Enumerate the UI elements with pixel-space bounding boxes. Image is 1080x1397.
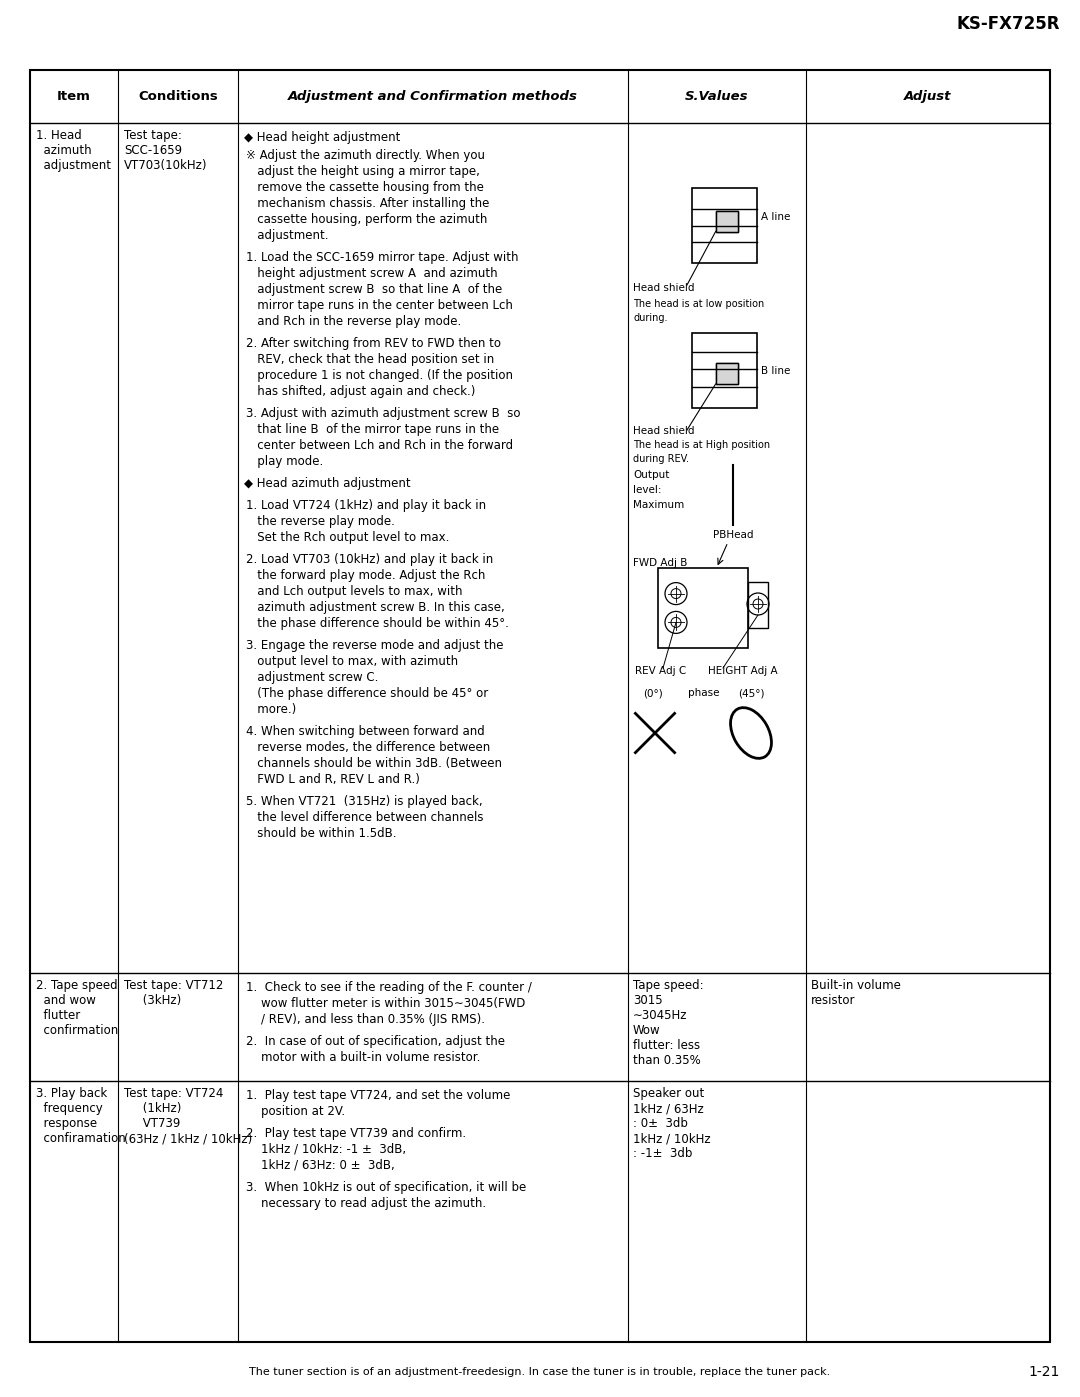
Text: B line: B line xyxy=(761,366,791,376)
Text: Test tape: VT724
     (1kHz)
     VT739
(63Hz / 1kHz / 10kHz): Test tape: VT724 (1kHz) VT739 (63Hz / 1k… xyxy=(124,1087,253,1146)
Text: Adjustment and Confirmation methods: Adjustment and Confirmation methods xyxy=(288,89,578,103)
Text: / REV), and less than 0.35% (JIS RMS).: / REV), and less than 0.35% (JIS RMS). xyxy=(246,1013,485,1025)
Text: 2. After switching from REV to FWD then to: 2. After switching from REV to FWD then … xyxy=(246,337,501,351)
Text: more.): more.) xyxy=(246,703,296,717)
Text: 2. Tape speed
  and wow
  flutter
  confirmation: 2. Tape speed and wow flutter confirmati… xyxy=(36,979,118,1037)
Text: 2.  In case of out of specification, adjust the: 2. In case of out of specification, adju… xyxy=(246,1035,505,1048)
Text: 1. Load the SCC-1659 mirror tape. Adjust with: 1. Load the SCC-1659 mirror tape. Adjust… xyxy=(246,251,518,264)
Text: Adjust: Adjust xyxy=(904,89,951,103)
Text: adjustment screw B  so that line A  of the: adjustment screw B so that line A of the xyxy=(246,284,502,296)
Text: Conditions: Conditions xyxy=(138,89,218,103)
Text: level:: level: xyxy=(633,485,661,495)
Text: position at 2V.: position at 2V. xyxy=(246,1105,346,1118)
Text: phase: phase xyxy=(688,687,719,698)
Text: 1-21: 1-21 xyxy=(1028,1365,1059,1379)
Text: adjustment.: adjustment. xyxy=(246,229,328,242)
Text: motor with a built-in volume resistor.: motor with a built-in volume resistor. xyxy=(246,1051,481,1065)
Text: adjust the height using a mirror tape,: adjust the height using a mirror tape, xyxy=(246,165,480,177)
Text: during.: during. xyxy=(633,313,667,323)
Text: the reverse play mode.: the reverse play mode. xyxy=(246,515,395,528)
Text: REV, check that the head position set in: REV, check that the head position set in xyxy=(246,353,495,366)
Text: ◆ Head azimuth adjustment: ◆ Head azimuth adjustment xyxy=(244,476,410,490)
Polygon shape xyxy=(716,363,739,384)
Text: 3. Engage the reverse mode and adjust the: 3. Engage the reverse mode and adjust th… xyxy=(246,638,503,652)
Text: Head shield: Head shield xyxy=(633,426,694,436)
Text: 3. Play back
  frequency
  response
  confiramation: 3. Play back frequency response confiram… xyxy=(36,1087,125,1146)
Text: Item: Item xyxy=(57,89,91,103)
Text: Test tape:
SCC-1659
VT703(10kHz): Test tape: SCC-1659 VT703(10kHz) xyxy=(124,129,207,172)
Text: S.Values: S.Values xyxy=(685,89,748,103)
Text: 1kHz / 10kHz: -1 ±  3dB,: 1kHz / 10kHz: -1 ± 3dB, xyxy=(246,1143,406,1155)
Text: FWD Adj B: FWD Adj B xyxy=(633,557,687,569)
Text: ◆ Head height adjustment: ◆ Head height adjustment xyxy=(244,131,401,144)
Text: 3.  When 10kHz is out of specification, it will be: 3. When 10kHz is out of specification, i… xyxy=(246,1180,526,1194)
Text: Output: Output xyxy=(633,469,670,481)
Text: 1kHz / 63Hz: 0 ±  3dB,: 1kHz / 63Hz: 0 ± 3dB, xyxy=(246,1160,395,1172)
Text: 2. Load VT703 (10kHz) and play it back in: 2. Load VT703 (10kHz) and play it back i… xyxy=(246,553,494,566)
Text: 1. Load VT724 (1kHz) and play it back in: 1. Load VT724 (1kHz) and play it back in xyxy=(246,499,486,511)
Text: output level to max, with azimuth: output level to max, with azimuth xyxy=(246,655,458,668)
Text: 4. When switching between forward and: 4. When switching between forward and xyxy=(246,725,485,738)
Text: Head shield: Head shield xyxy=(633,284,694,293)
Text: has shifted, adjust again and check.): has shifted, adjust again and check.) xyxy=(246,386,475,398)
Text: the phase difference should be within 45°.: the phase difference should be within 45… xyxy=(246,617,509,630)
Text: PBHead: PBHead xyxy=(713,529,754,541)
Text: and Rch in the reverse play mode.: and Rch in the reverse play mode. xyxy=(246,314,461,328)
Text: 1.  Check to see if the reading of the F. counter /: 1. Check to see if the reading of the F.… xyxy=(246,981,531,995)
Text: Speaker out
1kHz / 63Hz
: 0±  3db
1kHz / 10kHz
: -1±  3db: Speaker out 1kHz / 63Hz : 0± 3db 1kHz / … xyxy=(633,1087,711,1160)
Text: and Lch output levels to max, with: and Lch output levels to max, with xyxy=(246,585,462,598)
Text: (The phase difference should be 45° or: (The phase difference should be 45° or xyxy=(246,687,488,700)
Text: Tape speed:
3015
∼3045Hz
Wow
flutter: less
than 0.35%: Tape speed: 3015 ∼3045Hz Wow flutter: le… xyxy=(633,979,704,1067)
Text: reverse modes, the difference between: reverse modes, the difference between xyxy=(246,740,490,754)
Text: FWD L and R, REV L and R.): FWD L and R, REV L and R.) xyxy=(246,773,420,787)
Text: procedure 1 is not changed. (If the position: procedure 1 is not changed. (If the posi… xyxy=(246,369,513,381)
Polygon shape xyxy=(716,211,739,232)
Text: 1.  Play test tape VT724, and set the volume: 1. Play test tape VT724, and set the vol… xyxy=(246,1090,511,1102)
Text: remove the cassette housing from the: remove the cassette housing from the xyxy=(246,182,484,194)
Text: that line B  of the mirror tape runs in the: that line B of the mirror tape runs in t… xyxy=(246,423,499,436)
Text: (45°): (45°) xyxy=(738,687,765,698)
Text: during REV.: during REV. xyxy=(633,454,689,464)
Text: (0°): (0°) xyxy=(643,687,663,698)
Text: The head is at low position: The head is at low position xyxy=(633,299,765,309)
Text: mirror tape runs in the center between Lch: mirror tape runs in the center between L… xyxy=(246,299,513,312)
Text: 3. Adjust with azimuth adjustment screw B  so: 3. Adjust with azimuth adjustment screw … xyxy=(246,407,521,420)
Text: azimuth adjustment screw B. In this case,: azimuth adjustment screw B. In this case… xyxy=(246,601,504,615)
Text: channels should be within 3dB. (Between: channels should be within 3dB. (Between xyxy=(246,757,502,770)
Text: should be within 1.5dB.: should be within 1.5dB. xyxy=(246,827,396,840)
Text: center between Lch and Rch in the forward: center between Lch and Rch in the forwar… xyxy=(246,439,513,453)
Text: mechanism chassis. After installing the: mechanism chassis. After installing the xyxy=(246,197,489,210)
Text: REV Adj C: REV Adj C xyxy=(635,666,686,676)
Text: 2.  Play test tape VT739 and confirm.: 2. Play test tape VT739 and confirm. xyxy=(246,1127,467,1140)
Text: 1. Head
  azimuth
  adjustment: 1. Head azimuth adjustment xyxy=(36,129,111,172)
Text: the forward play mode. Adjust the Rch: the forward play mode. Adjust the Rch xyxy=(246,569,485,583)
Text: ※ Adjust the azimuth directly. When you: ※ Adjust the azimuth directly. When you xyxy=(246,149,485,162)
Text: HEIGHT Adj A: HEIGHT Adj A xyxy=(708,666,778,676)
Text: The head is at High position: The head is at High position xyxy=(633,440,770,450)
Text: Set the Rch output level to max.: Set the Rch output level to max. xyxy=(246,531,449,543)
Text: necessary to read adjust the azimuth.: necessary to read adjust the azimuth. xyxy=(246,1197,486,1210)
Text: Test tape: VT712
     (3kHz): Test tape: VT712 (3kHz) xyxy=(124,979,224,1007)
Text: adjustment screw C.: adjustment screw C. xyxy=(246,671,378,685)
Text: height adjustment screw A  and azimuth: height adjustment screw A and azimuth xyxy=(246,267,498,279)
Text: wow flutter meter is within 3015∼3045(FWD: wow flutter meter is within 3015∼3045(FW… xyxy=(246,997,525,1010)
Text: Maximum: Maximum xyxy=(633,500,685,510)
Text: KS-FX725R: KS-FX725R xyxy=(957,15,1059,34)
Text: A line: A line xyxy=(761,211,791,222)
Text: 5. When VT721  (315Hz) is played back,: 5. When VT721 (315Hz) is played back, xyxy=(246,795,483,807)
Text: the level difference between channels: the level difference between channels xyxy=(246,812,484,824)
Text: play mode.: play mode. xyxy=(246,455,323,468)
Text: Built-in volume
resistor: Built-in volume resistor xyxy=(811,979,901,1007)
Text: cassette housing, perform the azimuth: cassette housing, perform the azimuth xyxy=(246,212,487,226)
Text: The tuner section is of an adjustment-freedesign. In case the tuner is in troubl: The tuner section is of an adjustment-fr… xyxy=(249,1368,831,1377)
